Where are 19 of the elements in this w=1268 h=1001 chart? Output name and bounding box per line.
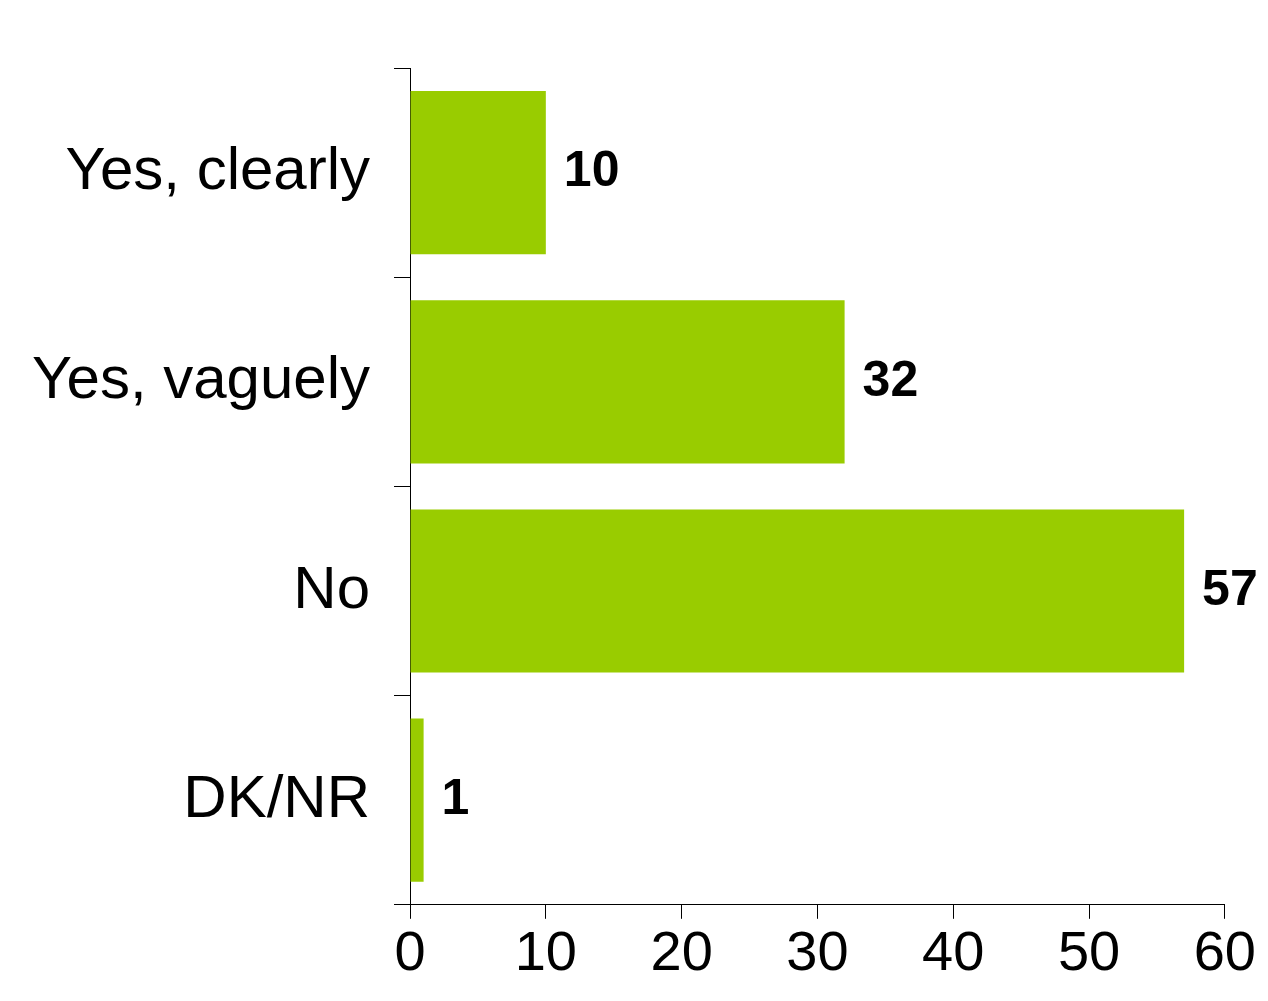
x-tick-label: 10	[514, 918, 577, 982]
data-label: 1	[441, 768, 470, 825]
y-tick-label: DK/NR	[183, 762, 371, 830]
x-tick-label: 0	[394, 918, 426, 982]
x-tick-label: 30	[786, 918, 849, 982]
y-tick-label: Yes, clearly	[65, 135, 371, 203]
x-tick-label: 60	[1193, 918, 1256, 982]
bar	[410, 718, 424, 882]
x-tick-label: 40	[922, 918, 985, 982]
bar	[410, 300, 845, 464]
y-tick-label: No	[293, 553, 371, 621]
x-tick-label: 20	[650, 918, 713, 982]
bar	[410, 91, 546, 255]
x-tick-label: 50	[1057, 918, 1121, 982]
data-label: 57	[1202, 559, 1258, 616]
data-label: 10	[563, 141, 620, 198]
y-tick-label: Yes, vaguely	[32, 344, 371, 412]
bar	[410, 509, 1185, 673]
data-label: 32	[862, 350, 919, 407]
